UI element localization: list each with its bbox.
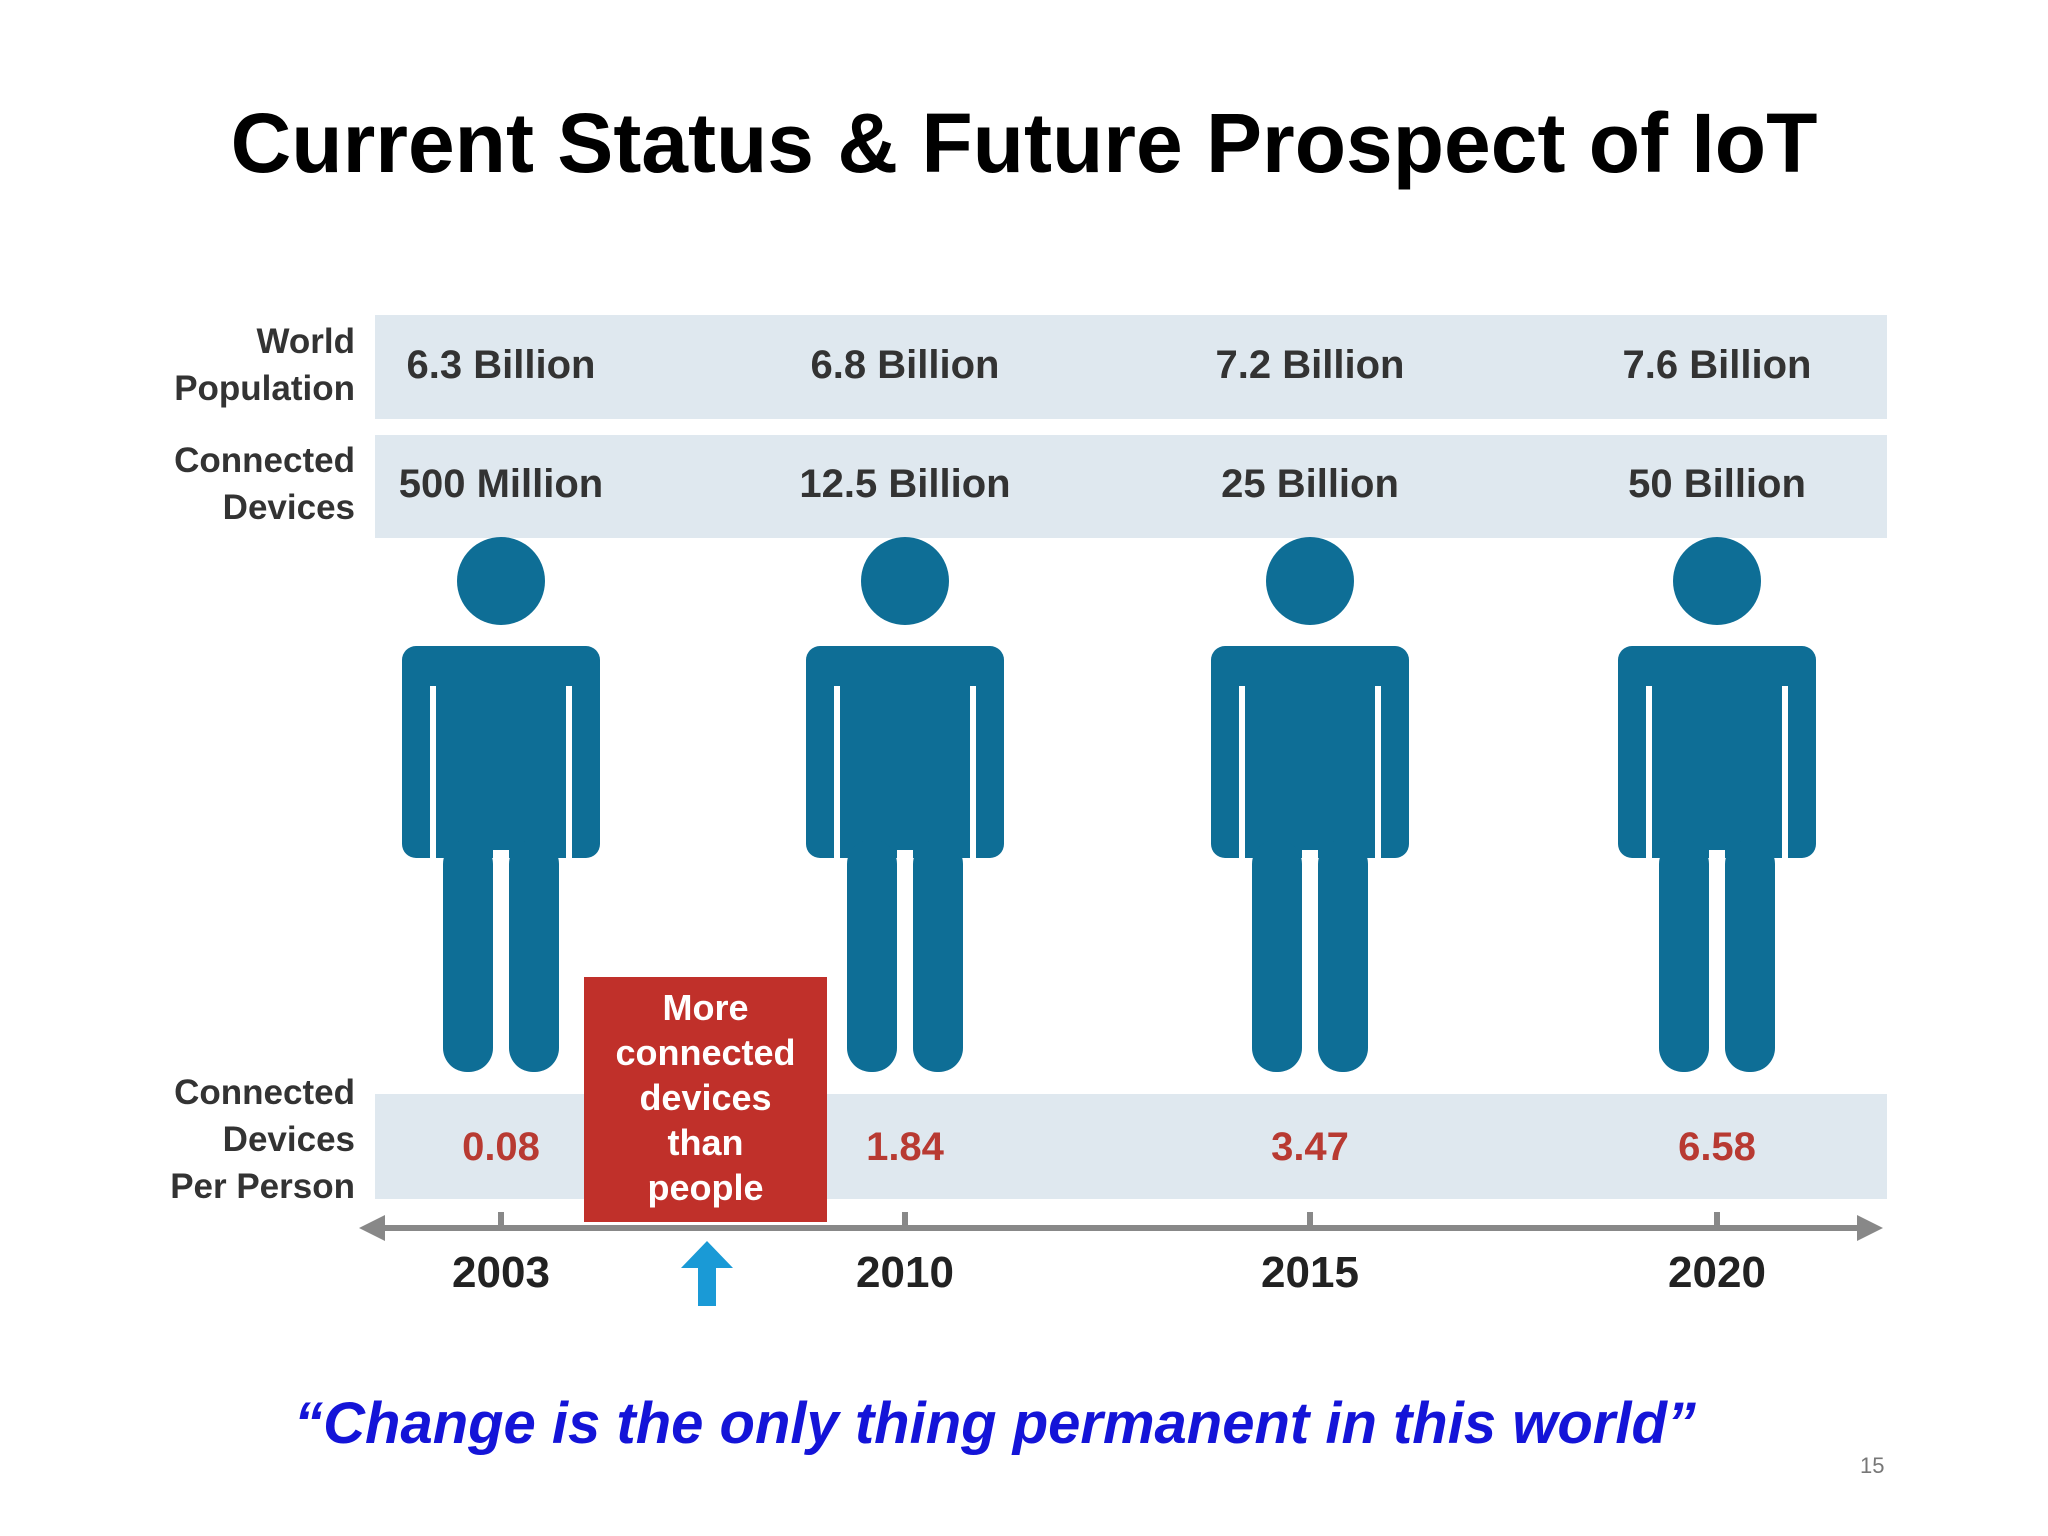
slide-title: Current Status & Future Prospect of IoT [230,96,1818,190]
person-head [861,537,949,625]
row-label-line: Population [174,369,355,408]
callout-line: people [647,1167,764,1208]
leg-gap [1302,850,1318,1080]
person-torso [1211,646,1409,858]
devices-value: 50 Billion [1628,462,1806,506]
row-label: Connected Devices Per Person [170,1069,355,1210]
person-leg [1252,840,1302,1072]
row-label-line: Connected [174,1073,355,1112]
person-leg [509,840,559,1072]
person-icon [1618,537,1816,1080]
person-icon [1211,537,1409,1080]
timeline-arrow-right [1857,1215,1883,1241]
quote: “Change is the only thing permanent in t… [294,1391,1696,1456]
devices-value: 500 Million [398,462,604,506]
per-person-value: 6.58 [1678,1125,1756,1169]
devices-value: 25 Billion [1221,462,1399,506]
row-label-line: Devices [222,1120,355,1159]
callout-line: More [662,987,749,1028]
population-value: 6.8 Billion [810,343,1000,387]
person-torso [1618,646,1816,858]
population-band [375,315,1887,419]
leg-gap [897,850,913,1080]
per-person-value: 3.47 [1271,1125,1349,1169]
callout-line: connected [615,1032,796,1073]
callout-line: than [667,1122,744,1163]
person-head [1266,537,1354,625]
per-person-value: 0.08 [462,1125,540,1169]
devices-band [375,435,1887,538]
person-leg [1725,840,1775,1072]
row-label-line: Connected [174,441,355,480]
row-label: Connected Devices [174,437,355,531]
person-leg [1318,840,1368,1072]
population-value: 7.2 Billion [1215,343,1405,387]
row-label-line: Per Person [170,1167,355,1206]
row-label-line: World [256,322,355,361]
per-person-value: 1.84 [866,1125,944,1169]
devices-value: 12.5 Billion [799,462,1011,506]
callout-line: devices [639,1077,772,1118]
person-icon [806,537,1004,1080]
callout-box: More connected devices than people [584,977,827,1222]
population-value: 7.6 Billion [1622,343,1812,387]
person-head [457,537,545,625]
person-leg [1659,840,1709,1072]
person-torso [806,646,1004,858]
year-label: 2015 [1261,1248,1359,1297]
year-label: 2020 [1668,1248,1766,1297]
leg-gap [493,850,509,1080]
person-leg [913,840,963,1072]
year-label: 2003 [452,1248,550,1297]
population-value: 6.3 Billion [406,343,596,387]
row-label: World Population [174,318,355,412]
person-head [1673,537,1761,625]
person-leg [847,840,897,1072]
timeline-arrow-left [359,1215,385,1241]
leg-gap [1709,850,1725,1080]
row-label-line: Devices [222,488,355,527]
year-label: 2010 [856,1248,954,1297]
person-torso [402,646,600,858]
person-icon [402,537,600,1080]
person-leg [443,840,493,1072]
page-number: 15 [1860,1453,1885,1478]
marker-arrow [681,1241,733,1306]
